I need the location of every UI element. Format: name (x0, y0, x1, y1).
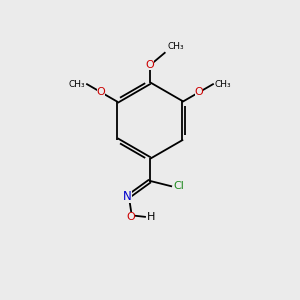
Text: H: H (146, 212, 155, 222)
Text: CH₃: CH₃ (214, 80, 231, 89)
Text: CH₃: CH₃ (167, 42, 184, 51)
Text: O: O (195, 87, 203, 97)
Text: O: O (97, 87, 105, 97)
Text: CH₃: CH₃ (69, 80, 85, 89)
Text: N: N (123, 190, 132, 203)
Text: Cl: Cl (174, 181, 184, 191)
Text: O: O (146, 60, 154, 70)
Text: O: O (126, 212, 135, 222)
